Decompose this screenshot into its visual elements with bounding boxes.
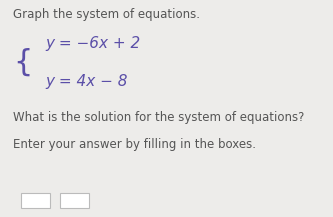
FancyBboxPatch shape <box>21 193 50 208</box>
Text: Graph the system of equations.: Graph the system of equations. <box>13 8 200 21</box>
Text: y = −6x + 2: y = −6x + 2 <box>46 36 141 51</box>
FancyBboxPatch shape <box>60 193 89 208</box>
Text: What is the solution for the system of equations?: What is the solution for the system of e… <box>13 111 304 124</box>
Text: {: { <box>13 48 33 77</box>
Text: Enter your answer by filling in the boxes.: Enter your answer by filling in the boxe… <box>13 138 256 151</box>
Text: y = 4x − 8: y = 4x − 8 <box>46 74 128 89</box>
